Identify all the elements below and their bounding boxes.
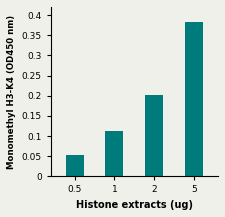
- Bar: [106, 131, 123, 176]
- Bar: [66, 156, 83, 176]
- Bar: [145, 95, 163, 176]
- Y-axis label: Monomethyl H3-K4 (OD450 nm): Monomethyl H3-K4 (OD450 nm): [7, 15, 16, 169]
- X-axis label: Histone extracts (ug): Histone extracts (ug): [76, 200, 193, 210]
- Bar: [185, 22, 203, 176]
